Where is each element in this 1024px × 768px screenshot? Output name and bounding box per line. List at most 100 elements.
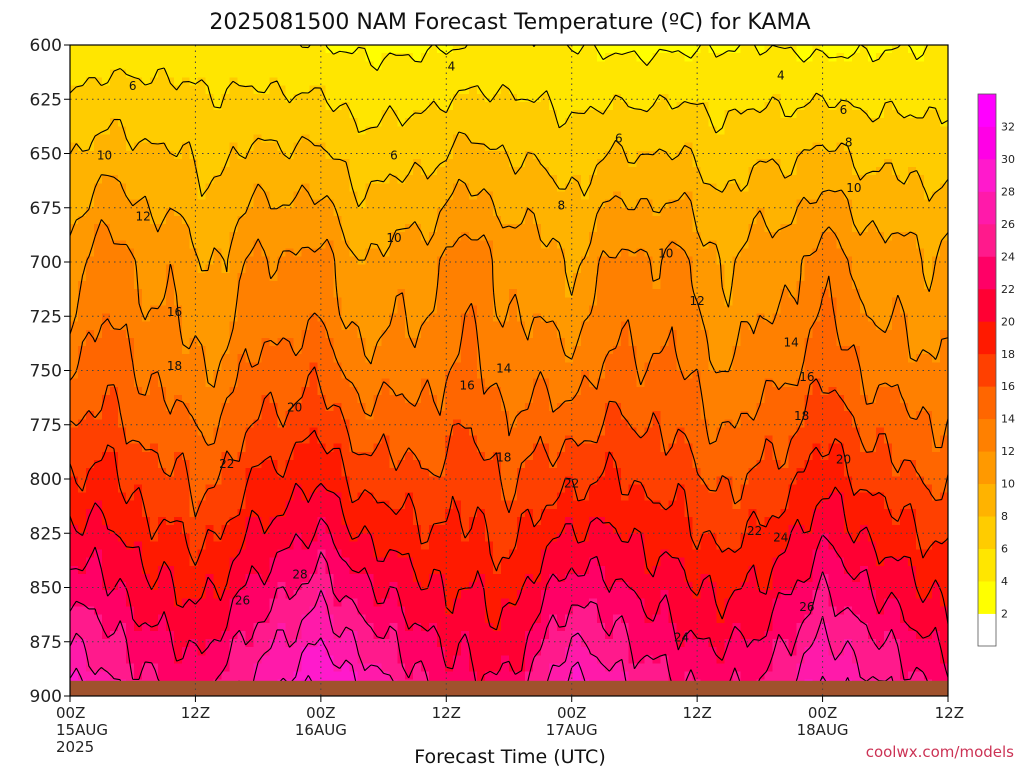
temperature-cell <box>556 647 566 656</box>
temperature-cell <box>197 240 207 250</box>
temperature-cell <box>381 655 390 665</box>
temperature-cell <box>349 655 358 665</box>
temperature-cell <box>181 427 191 437</box>
temperature-cell <box>197 53 207 62</box>
temperature-cell <box>237 590 247 599</box>
temperature-cell <box>493 419 502 429</box>
temperature-cell <box>269 346 279 355</box>
temperature-cell <box>437 199 446 209</box>
temperature-cell <box>540 671 550 681</box>
temperature-cell <box>429 598 438 608</box>
temperature-cell <box>157 232 167 241</box>
temperature-cell <box>532 175 542 184</box>
temperature-cell <box>197 175 207 184</box>
temperature-cell <box>197 183 207 193</box>
temperature-cell <box>189 126 199 136</box>
temperature-cell <box>333 150 342 160</box>
temperature-cell <box>429 508 438 518</box>
temperature-cell <box>93 134 103 144</box>
temperature-cell <box>125 264 135 274</box>
temperature-cell <box>429 264 438 274</box>
temperature-cell <box>125 45 135 54</box>
temperature-cell <box>189 289 199 298</box>
temperature-cell <box>429 590 438 599</box>
temperature-cell <box>421 313 430 323</box>
temperature-cell <box>277 639 287 648</box>
temperature-cell <box>548 53 558 62</box>
temperature-cell <box>524 313 534 323</box>
temperature-cell <box>77 484 87 494</box>
temperature-cell <box>540 280 550 290</box>
temperature-cell <box>293 297 303 306</box>
temperature-cell <box>213 549 223 559</box>
temperature-cell <box>205 557 215 567</box>
temperature-cell <box>93 476 103 486</box>
temperature-cell <box>301 451 311 461</box>
temperature-cell <box>109 598 119 608</box>
temperature-cell <box>405 460 414 469</box>
temperature-cell <box>429 158 438 168</box>
temperature-cell <box>532 443 542 453</box>
temperature-cell <box>564 215 574 225</box>
temperature-cell <box>269 183 279 193</box>
temperature-cell <box>101 394 111 404</box>
temperature-cell <box>109 451 119 461</box>
temperature-cell <box>229 110 239 119</box>
temperature-cell <box>261 622 271 632</box>
temperature-cell <box>149 533 159 542</box>
temperature-cell <box>325 582 334 591</box>
temperature-cell <box>548 191 558 201</box>
temperature-cell <box>85 525 95 534</box>
temperature-cell <box>229 150 239 160</box>
temperature-cell <box>516 647 526 656</box>
temperature-cell <box>285 126 295 136</box>
temperature-cell <box>285 101 295 111</box>
temperature-cell <box>125 525 135 534</box>
temperature-cell <box>277 565 287 575</box>
temperature-cell <box>509 272 518 282</box>
temperature-cell <box>317 224 327 233</box>
temperature-cell <box>437 101 446 111</box>
temperature-cell <box>477 110 486 119</box>
temperature-cell <box>564 297 574 306</box>
temperature-cell <box>437 614 446 624</box>
temperature-cell <box>293 199 303 209</box>
temperature-cell <box>133 411 143 420</box>
temperature-cell <box>309 256 319 266</box>
temperature-cell <box>325 590 334 599</box>
temperature-cell <box>532 468 542 477</box>
temperature-cell <box>293 215 303 225</box>
temperature-cell <box>556 614 566 624</box>
temperature-cell <box>429 468 438 477</box>
temperature-cell <box>469 443 478 453</box>
temperature-cell <box>333 337 342 347</box>
temperature-cell <box>133 557 143 567</box>
temperature-cell <box>469 45 478 54</box>
temperature-cell <box>493 110 502 119</box>
temperature-cell <box>229 468 239 477</box>
temperature-cell <box>429 85 438 95</box>
temperature-cell <box>269 45 279 54</box>
temperature-cell <box>357 614 366 624</box>
temperature-cell <box>453 297 462 306</box>
temperature-cell <box>70 354 79 363</box>
temperature-cell <box>349 158 358 168</box>
temperature-cell <box>501 655 510 665</box>
temperature-cell <box>365 289 374 298</box>
temperature-cell <box>349 183 358 193</box>
temperature-cell <box>85 191 95 201</box>
temperature-cell <box>509 175 518 184</box>
temperature-cell <box>485 427 494 437</box>
temperature-cell <box>437 516 446 526</box>
temperature-cell <box>461 370 470 380</box>
temperature-cell <box>524 142 534 152</box>
temperature-cell <box>237 45 247 54</box>
temperature-cell <box>461 354 470 363</box>
temperature-cell <box>357 460 366 469</box>
temperature-cell <box>165 370 175 380</box>
temperature-cell <box>333 484 342 494</box>
temperature-cell <box>317 280 327 290</box>
temperature-cell <box>141 663 151 673</box>
temperature-cell <box>197 150 207 160</box>
temperature-cell <box>548 630 558 640</box>
